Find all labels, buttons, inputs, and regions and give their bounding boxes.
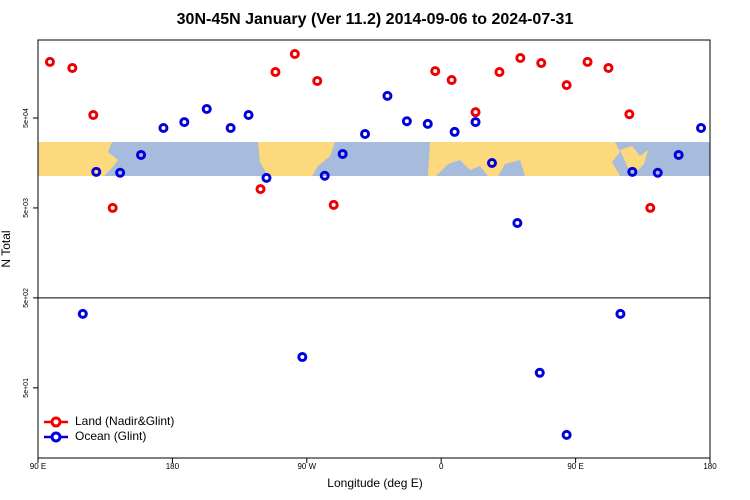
x-tick-label: 90 E — [30, 462, 46, 471]
data-point — [627, 166, 638, 177]
map-strip — [38, 142, 710, 176]
y-tick-label: 5e+04 — [23, 108, 30, 128]
data-point — [512, 218, 523, 229]
data-point — [446, 75, 457, 86]
data-point — [44, 56, 55, 67]
data-point — [107, 202, 118, 213]
data-point — [328, 199, 339, 210]
data-point — [136, 149, 147, 160]
x-tick-label: 90 W — [297, 462, 316, 471]
data-point — [77, 308, 88, 319]
chart-title: 30N-45N January (Ver 11.2) 2014-09-06 to… — [177, 11, 574, 28]
data-point — [289, 49, 300, 60]
data-point — [561, 80, 572, 91]
data-point — [422, 118, 433, 129]
x-tick-label: 180 — [166, 462, 180, 471]
data-point — [312, 75, 323, 86]
legend-label: Ocean (Glint) — [75, 429, 146, 443]
data-point — [261, 172, 272, 183]
data-point — [449, 126, 460, 137]
data-point — [88, 109, 99, 120]
legend-marker — [50, 416, 62, 428]
data-point — [515, 53, 526, 64]
data-point — [158, 122, 169, 133]
data-point — [382, 90, 393, 101]
data-point — [645, 202, 656, 213]
data-point — [624, 109, 635, 120]
y-axis-label: N Total — [0, 230, 13, 267]
data-point — [430, 66, 441, 77]
data-point — [337, 148, 348, 159]
data-point — [179, 117, 190, 128]
data-point — [201, 103, 212, 114]
legend: Land (Nadir&Glint) Ocean (Glint) — [44, 414, 174, 443]
data-point — [582, 56, 593, 67]
legend-label: Land (Nadir&Glint) — [75, 414, 174, 428]
x-axis-label: Longitude (deg E) — [327, 476, 422, 490]
x-tick-label: 180 — [703, 462, 717, 471]
data-point — [243, 109, 254, 120]
data-point — [297, 352, 308, 363]
data-point — [486, 157, 497, 168]
data-point — [561, 429, 572, 440]
data-point — [255, 184, 266, 195]
data-point — [536, 58, 547, 69]
data-point — [270, 67, 281, 78]
data-point — [115, 167, 126, 178]
data-point — [401, 116, 412, 127]
y-tick-label: 5e+02 — [23, 288, 30, 308]
data-point — [319, 170, 330, 181]
data-point — [225, 122, 236, 133]
data-point — [673, 149, 684, 160]
plot-frame — [37, 39, 711, 459]
data-point — [360, 128, 371, 139]
data-point — [615, 308, 626, 319]
data-point — [67, 62, 78, 73]
data-point — [494, 67, 505, 78]
x-tick-label: 0 — [439, 462, 444, 471]
data-point — [91, 166, 102, 177]
data-point — [696, 122, 707, 133]
data-point — [603, 62, 614, 73]
x-tick-label: 90 E — [567, 462, 583, 471]
data-point — [652, 167, 663, 178]
legend-marker — [50, 431, 62, 443]
data-point — [470, 107, 481, 118]
y-tick-label: 5e+03 — [23, 198, 30, 218]
data-point — [534, 367, 545, 378]
y-tick-label: 5e+01 — [23, 378, 30, 398]
data-point — [470, 117, 481, 128]
